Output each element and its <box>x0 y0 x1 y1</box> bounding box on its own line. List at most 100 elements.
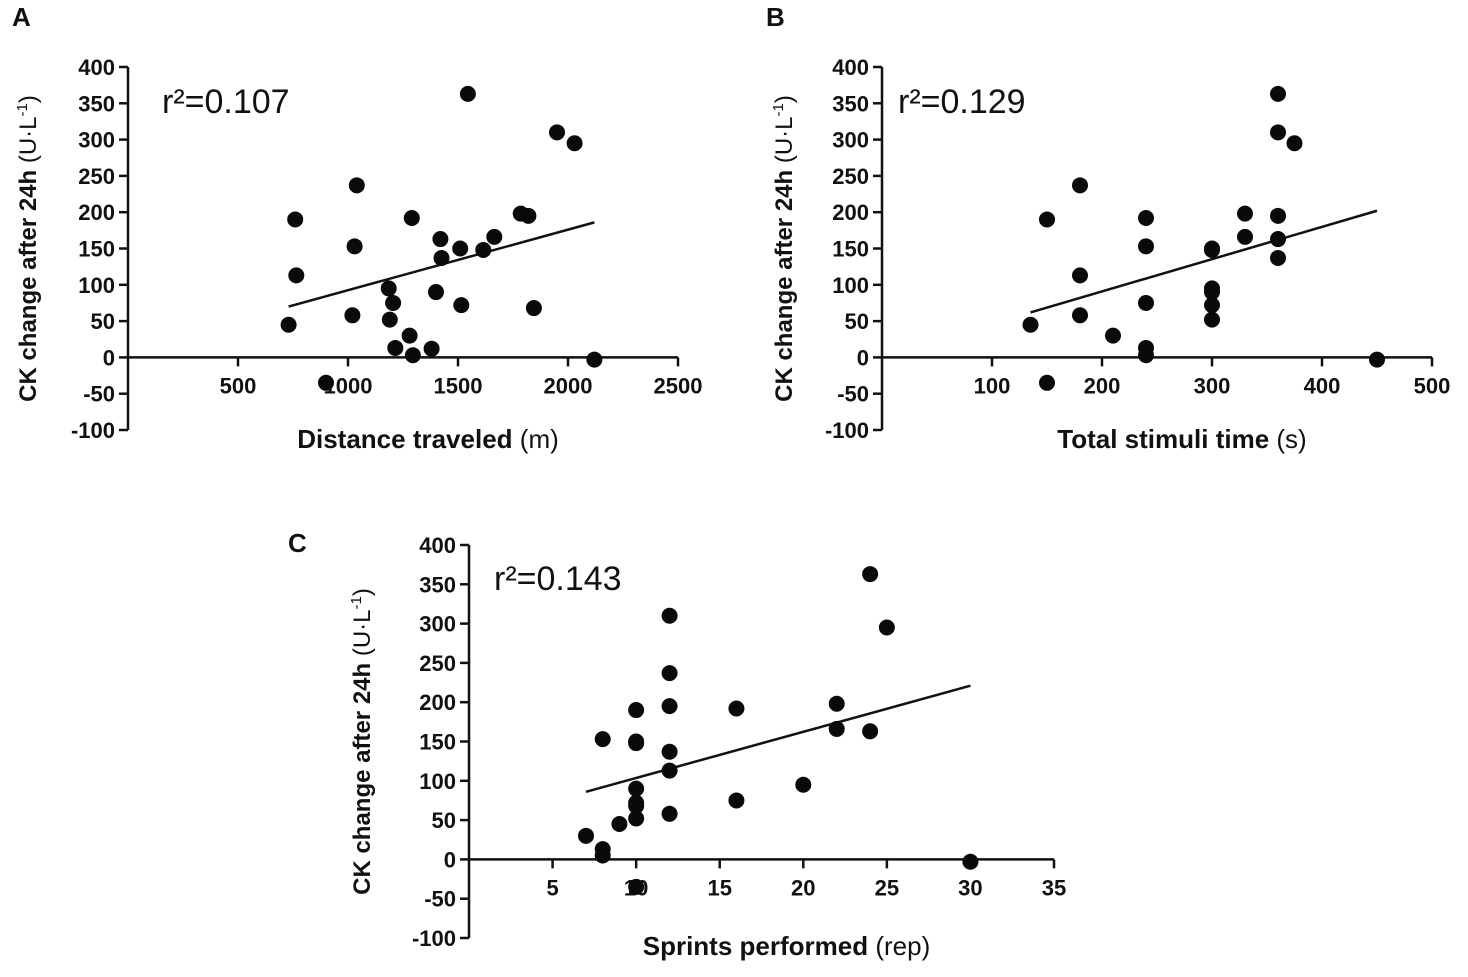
data-point-c <box>628 810 645 827</box>
data-point-c <box>795 776 812 793</box>
data-point-c <box>661 665 678 682</box>
y-tick-label-c: -50 <box>424 887 456 912</box>
data-point-b <box>1369 351 1385 368</box>
x-tick-label-a: 2000 <box>544 373 593 398</box>
regression-line-b <box>1030 209 1378 314</box>
y-axis-unit-b: (U·L <box>771 116 798 163</box>
x-tick-label-a: 1500 <box>434 373 483 398</box>
y-tick-label-b: 200 <box>832 200 869 225</box>
regression-line-c <box>585 684 971 794</box>
x-tick-label-c: 25 <box>875 875 899 900</box>
x-axis-label-a: Distance traveled (m) <box>297 424 559 454</box>
data-point-c <box>728 792 745 809</box>
data-point-b <box>1138 210 1154 227</box>
panel-letter-c: C <box>288 528 307 558</box>
y-tick-label-a: 300 <box>78 128 115 153</box>
data-point-a <box>318 374 334 391</box>
x-tick-label-c: 15 <box>707 875 731 900</box>
y-tick-label-c: 250 <box>419 651 456 676</box>
data-point-c <box>628 878 645 895</box>
data-point-c <box>878 619 895 636</box>
data-point-b <box>1138 238 1154 255</box>
data-point-a <box>586 351 603 368</box>
data-point-b <box>1204 311 1220 328</box>
y-tick-label-a: 100 <box>78 273 115 298</box>
y-tick-label-c: 50 <box>432 808 456 833</box>
y-axis-unit-a: (U·L <box>15 116 42 163</box>
data-point-a <box>385 294 402 311</box>
data-point-b <box>1072 267 1088 284</box>
data-point-a <box>280 316 297 333</box>
data-point-a <box>287 211 304 228</box>
y-tick-label-a: 200 <box>78 200 115 225</box>
x-tick-label-a: 2500 <box>654 373 703 398</box>
data-point-b <box>1237 205 1253 222</box>
x-axis-label-c: Sprints performed (rep) <box>643 931 931 961</box>
y-tick-label-c: 100 <box>419 769 456 794</box>
data-point-c <box>661 607 678 624</box>
data-point-b <box>1072 177 1088 194</box>
x-tick-label-b: 500 <box>1414 373 1451 398</box>
y-axis-unit-sup-b: -1 <box>770 103 787 116</box>
x-tick-label-b: 300 <box>1194 373 1231 398</box>
data-point-c <box>594 731 611 748</box>
data-point-a <box>428 284 444 301</box>
y-tick-label-c: 300 <box>419 612 456 637</box>
data-point-a <box>433 249 450 266</box>
y-axis-label-b: CK change after 24h (U·L-1) <box>770 95 798 402</box>
y-axis-label-c: CK change after 24h (U·L-1) <box>348 588 376 895</box>
data-point-b <box>1270 249 1286 266</box>
y-tick-label-b: 300 <box>832 128 869 153</box>
data-point-c <box>862 723 879 740</box>
panel-b: B -100 -50 0 50 100 150 200 250 300 350 400 100 200 30… <box>766 2 1450 454</box>
data-point-b <box>1270 231 1286 248</box>
data-point-b <box>1204 284 1220 301</box>
panel-letter-b: B <box>766 2 785 32</box>
data-point-a <box>288 267 305 284</box>
x-axis-unit-a: (m) <box>520 424 559 454</box>
data-point-c <box>661 743 678 760</box>
y-tick-label-b: 350 <box>832 91 869 116</box>
data-point-b <box>1237 228 1253 245</box>
x-tick-label-a: 500 <box>220 373 257 398</box>
x-tick-label-b: 200 <box>1084 373 1121 398</box>
x-tick-label-b: 100 <box>974 373 1011 398</box>
x-tick-label-c: 5 <box>546 875 558 900</box>
data-point-b <box>1270 124 1286 141</box>
data-point-a <box>549 124 565 141</box>
data-point-b <box>1286 135 1303 152</box>
data-point-c <box>661 805 678 822</box>
data-point-a <box>423 340 440 357</box>
y-tick-label-c: 0 <box>444 847 456 872</box>
data-point-c <box>628 702 645 719</box>
y-tick-label-a: 50 <box>91 309 115 334</box>
y-tick-label-b: 50 <box>845 309 869 334</box>
data-point-c <box>828 720 845 737</box>
y-tick-label-b: 0 <box>857 345 869 370</box>
r-squared-label-a: r²=0.107 <box>162 83 290 121</box>
y-tick-label-a: 400 <box>78 55 115 80</box>
data-point-c <box>628 780 645 797</box>
r-squared-label-b: r²=0.129 <box>898 83 1026 121</box>
x-axis-title-b: Total stimuli time <box>1057 424 1269 454</box>
data-point-a <box>486 228 503 245</box>
data-point-a <box>452 240 469 257</box>
data-point-b <box>1270 85 1286 102</box>
data-point-a <box>403 210 420 227</box>
y-axis-label-a: CK change after 24h (U·L-1) <box>14 95 42 402</box>
y-tick-label-a: 0 <box>103 345 115 370</box>
x-axis-title-c: Sprints performed <box>643 931 868 961</box>
y-tick-label-c: -100 <box>412 926 456 951</box>
data-point-a <box>344 307 361 324</box>
data-point-a <box>401 327 418 344</box>
data-point-c <box>611 816 628 833</box>
y-tick-label-c: 200 <box>419 690 456 715</box>
data-point-c <box>828 695 845 712</box>
x-tick-label-c: 20 <box>791 875 815 900</box>
data-point-c <box>628 735 645 752</box>
data-point-b <box>1039 374 1055 391</box>
data-point-c <box>594 847 611 864</box>
x-tick-label-c: 35 <box>1042 875 1066 900</box>
y-tick-label-b: 150 <box>832 237 869 262</box>
